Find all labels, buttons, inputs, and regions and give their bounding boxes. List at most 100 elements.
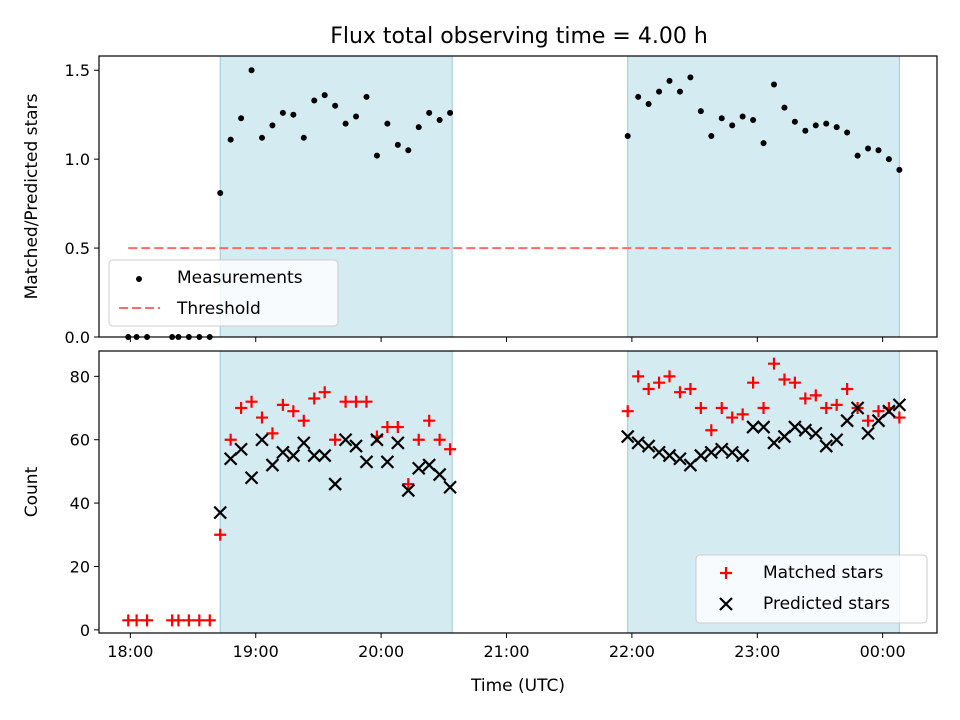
measurement-point xyxy=(624,133,631,140)
measurement-point xyxy=(718,115,725,122)
measurement-point xyxy=(844,129,851,136)
measurement-point xyxy=(373,152,380,159)
predicted-stars-point xyxy=(882,404,896,418)
matched-stars-point xyxy=(381,421,394,434)
predicted-stars-point xyxy=(704,445,719,460)
matched-stars-point xyxy=(788,376,801,389)
measurement-point xyxy=(729,122,736,129)
measurement-point xyxy=(405,147,412,154)
matched-stars-point xyxy=(705,424,718,437)
measurement-point xyxy=(666,77,673,84)
matched-stars-point xyxy=(841,383,854,396)
measurement-point xyxy=(415,124,422,131)
measurement-point xyxy=(791,118,798,125)
y-tick-label: 60 xyxy=(70,431,90,450)
matched-stars-point xyxy=(266,427,279,440)
matched-stars-point xyxy=(632,370,645,383)
measurement-point xyxy=(363,93,370,100)
matched-stars-point xyxy=(203,614,216,627)
measurement-point xyxy=(687,74,694,81)
predicted-stars-point xyxy=(359,455,374,469)
legend-label-threshold: Threshold xyxy=(176,299,261,319)
measurement-point xyxy=(708,133,715,140)
legend-marker-matched xyxy=(720,567,732,579)
predicted-stars-point xyxy=(255,432,269,447)
matched-stars-point xyxy=(715,402,728,415)
matched-stars-point xyxy=(224,433,237,446)
predicted-stars-point xyxy=(297,436,311,450)
predicted-stars-point xyxy=(234,442,248,457)
y-axis-label: Matched/Predicted stars xyxy=(22,93,42,299)
x-axis-label: Time (UTC) xyxy=(470,676,565,696)
matched-stars-point xyxy=(820,402,833,415)
measurement-point xyxy=(885,156,892,163)
predicted-stars-point xyxy=(317,448,332,463)
matched-stars-point xyxy=(653,376,666,389)
matched-stars-point xyxy=(182,614,195,627)
predicted-stars-point xyxy=(328,477,342,491)
predicted-stars-point xyxy=(788,420,802,434)
matched-stars-point xyxy=(663,370,676,383)
predicted-stars-point xyxy=(767,436,781,450)
measurement-point xyxy=(269,122,276,129)
predicted-stars-point xyxy=(735,448,750,463)
legend: Measurements Threshold xyxy=(108,259,339,327)
matched-stars-point xyxy=(736,408,749,421)
matched-stars-point xyxy=(360,395,373,408)
matched-stars-point xyxy=(444,443,457,456)
predicted-stars-point xyxy=(349,439,363,453)
matched-stars-point xyxy=(621,405,634,418)
matched-stars-point xyxy=(245,395,258,408)
x-tick-label: 00:00 xyxy=(860,642,906,661)
predicted-stars-point xyxy=(286,448,301,463)
measurement-point xyxy=(750,117,757,124)
legend-marker-predicted xyxy=(719,597,733,611)
x-tick-label: 18:00 xyxy=(107,642,153,661)
measurement-point xyxy=(353,113,360,120)
predicted-stars-point xyxy=(694,448,708,463)
predicted-stars-point xyxy=(443,480,457,495)
measurement-point xyxy=(875,147,882,154)
y-axis-label: Count xyxy=(22,466,42,517)
matched-stars-point xyxy=(809,389,822,402)
measurement-point xyxy=(447,109,454,116)
x-tick-label: 23:00 xyxy=(734,642,780,661)
measurement-point xyxy=(311,97,318,104)
matched-stars-point xyxy=(642,383,655,396)
measurement-point xyxy=(394,141,401,148)
measurement-point xyxy=(426,109,433,116)
predicted-stars-point xyxy=(307,448,322,463)
matched-stars-point xyxy=(757,402,770,415)
measurement-point xyxy=(896,166,903,173)
matched-stars-point xyxy=(433,433,446,446)
matched-stars-point xyxy=(308,392,321,405)
matched-stars-point xyxy=(193,614,206,627)
y-tick-label: 0.0 xyxy=(65,328,90,347)
measurement-point xyxy=(823,120,830,127)
measurement-point xyxy=(248,67,255,74)
matched-stars-point xyxy=(726,411,739,424)
x-tick-label: 19:00 xyxy=(233,642,279,661)
measurement-point xyxy=(697,108,704,115)
y-tick-label: 20 xyxy=(70,557,90,576)
matched-stars-point xyxy=(214,528,227,541)
matched-stars-point xyxy=(747,376,760,389)
predicted-stars-point xyxy=(829,432,844,447)
predicted-stars-point xyxy=(714,442,729,457)
measurement-point xyxy=(854,152,861,159)
y-tick-label: 40 xyxy=(70,494,90,513)
measurement-point xyxy=(781,104,788,111)
measurement-point xyxy=(739,113,746,120)
measurement-point xyxy=(802,127,809,134)
matched-stars-point xyxy=(799,392,812,405)
measurement-point xyxy=(290,111,297,118)
predicted-stars-point xyxy=(401,483,416,498)
legend-box xyxy=(108,259,339,327)
predicted-stars-point xyxy=(620,429,635,444)
matched-stars-point xyxy=(862,414,875,427)
measurement-point xyxy=(812,122,819,129)
legend: Matched stars Predicted stars xyxy=(695,554,928,624)
matched-stars-point xyxy=(893,411,906,424)
axes-frame xyxy=(98,350,938,634)
